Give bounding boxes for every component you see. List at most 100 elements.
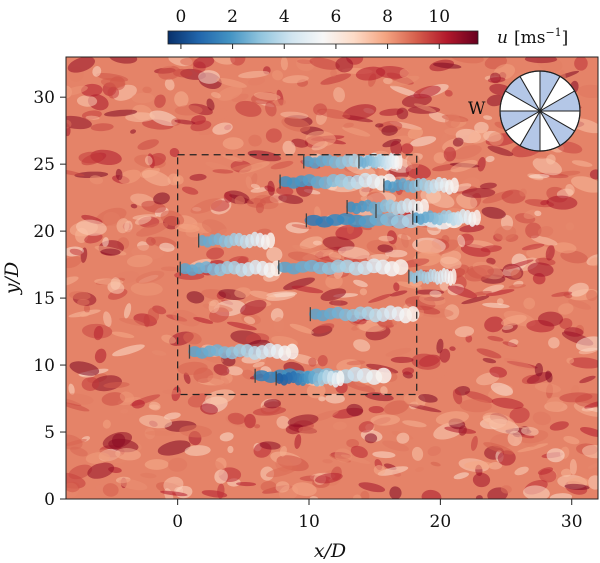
turbulence-streak bbox=[159, 490, 188, 497]
turbulence-streak bbox=[418, 393, 438, 403]
turbulence-streak bbox=[248, 134, 262, 147]
turbulence-streak bbox=[101, 392, 126, 406]
turbulence-streak bbox=[198, 70, 220, 84]
turbulence-streak bbox=[266, 246, 283, 262]
turbulence-streak bbox=[174, 119, 196, 125]
turbulence-streak bbox=[315, 472, 343, 484]
turbulence-streak bbox=[66, 402, 90, 412]
turbulence-streak bbox=[411, 353, 441, 370]
turbulence-streak bbox=[236, 481, 257, 487]
turbulence-streak bbox=[292, 482, 317, 497]
turbulence-streak bbox=[475, 495, 483, 499]
turbulence-streak bbox=[102, 483, 119, 497]
turbulence-streak bbox=[312, 240, 323, 246]
turbulence-streak bbox=[411, 446, 424, 461]
turbulence-streak bbox=[212, 122, 233, 135]
turbulence-streak bbox=[575, 336, 598, 352]
turbulence-streak bbox=[239, 161, 270, 174]
turbulence-streak bbox=[131, 92, 155, 104]
turbulence-streak bbox=[464, 461, 493, 470]
turbulence-streak bbox=[346, 360, 366, 366]
turbulence-streak bbox=[579, 375, 596, 384]
turbulence-streak bbox=[115, 448, 141, 461]
turbulence-streak bbox=[90, 123, 114, 132]
turbulence-streak bbox=[481, 206, 506, 219]
turbulence-streak bbox=[96, 73, 129, 82]
turbulence-streak bbox=[116, 218, 130, 234]
turbulence-streak bbox=[213, 363, 230, 376]
turbulence-streak bbox=[103, 381, 130, 389]
turbulence-streak bbox=[589, 169, 598, 180]
turbulence-streak bbox=[586, 407, 598, 413]
turbulence-streak bbox=[147, 307, 160, 323]
turbulence-streak bbox=[213, 108, 228, 120]
turbulence-streak bbox=[343, 380, 376, 393]
turbulence-streak bbox=[291, 138, 309, 148]
turbulence-streak bbox=[350, 445, 368, 458]
turbulence-streak bbox=[525, 222, 542, 239]
turbulence-streak bbox=[265, 465, 298, 478]
turbulence-streak bbox=[342, 126, 371, 137]
turbulence-streak bbox=[208, 299, 220, 314]
turbulence-streak bbox=[250, 183, 261, 190]
turbulence-streak bbox=[507, 430, 523, 447]
turbulence-streak bbox=[368, 405, 384, 414]
turbulence-streak bbox=[430, 461, 441, 467]
turbulence-streak bbox=[177, 361, 208, 375]
turbulence-streak bbox=[157, 440, 191, 456]
turbulence-streak bbox=[107, 86, 120, 99]
turbulence-streak bbox=[276, 186, 294, 196]
y-tick-label: 20 bbox=[33, 222, 55, 242]
turbulence-streak bbox=[66, 393, 94, 405]
turbulence-streak bbox=[272, 70, 284, 81]
turbulence-streak bbox=[502, 325, 514, 331]
turbulence-streak bbox=[111, 331, 135, 339]
turbulence-streak bbox=[130, 129, 137, 134]
turbulence-streak bbox=[534, 363, 544, 377]
wake-segment bbox=[450, 177, 459, 194]
turbulence-streak bbox=[244, 413, 256, 429]
turbulence-streak bbox=[279, 445, 287, 457]
wake bbox=[383, 176, 459, 195]
turbulence-streak bbox=[163, 412, 181, 420]
wake-segment bbox=[375, 367, 392, 384]
turbulence-streak bbox=[444, 89, 453, 97]
turbulence-streak bbox=[200, 403, 218, 415]
turbulence-streak bbox=[514, 466, 529, 476]
turbulence-streak bbox=[487, 77, 506, 83]
turbulence-streak bbox=[137, 139, 159, 150]
turbulence-streak bbox=[433, 152, 447, 164]
turbulence-streak bbox=[464, 265, 495, 282]
turbulence-streak bbox=[571, 176, 598, 193]
turbulence-streak bbox=[230, 57, 246, 66]
colorbar: 0 2 4 6 8 10 u [ms−1] bbox=[167, 7, 568, 49]
colorbar-tick-label: 8 bbox=[382, 7, 393, 27]
turbulence-streak bbox=[112, 344, 145, 357]
turbulence-streak bbox=[400, 233, 409, 248]
turbulence-streak bbox=[504, 259, 534, 270]
turbulence-streak bbox=[482, 357, 497, 364]
wake bbox=[277, 258, 409, 277]
wake bbox=[309, 305, 420, 324]
turbulence-streak bbox=[333, 87, 345, 103]
turbulence-streak bbox=[118, 478, 148, 491]
turbulence-streak bbox=[563, 436, 580, 445]
turbulence-streak bbox=[186, 291, 205, 304]
turbulence-streak bbox=[245, 176, 253, 190]
turbulence-streak bbox=[265, 128, 282, 143]
colorbar-tick-label: 2 bbox=[227, 7, 238, 27]
turbulence-streak bbox=[79, 311, 90, 318]
turbulence-streak bbox=[102, 431, 133, 450]
turbulence-streak bbox=[328, 251, 342, 261]
turbulence-streak bbox=[289, 323, 314, 334]
turbine-layer bbox=[179, 154, 414, 386]
turbulence-streak bbox=[174, 105, 203, 116]
turbulence-streak bbox=[560, 250, 588, 264]
turbulence-streak bbox=[584, 400, 598, 409]
wake bbox=[197, 231, 276, 250]
turbulence-streak bbox=[227, 412, 246, 425]
turbulence-streak bbox=[431, 369, 447, 379]
turbulence-streak bbox=[348, 134, 361, 140]
turbulence-streak bbox=[144, 459, 169, 470]
turbulence-streak bbox=[126, 254, 153, 268]
